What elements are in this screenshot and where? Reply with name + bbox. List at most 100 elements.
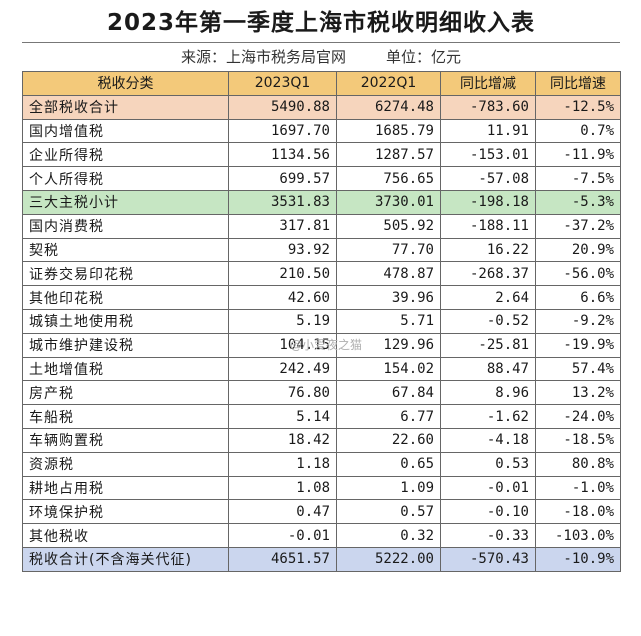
table-row: 车船税 5.14 6.77 -1.62 -24.0%	[22, 404, 621, 429]
table-row: 国内消费税 317.81 505.92 -188.11 -37.2%	[22, 213, 621, 239]
cell-2022q1: 5.71	[336, 308, 441, 334]
cell-2022q1: 77.70	[336, 237, 441, 263]
cell-rate: -10.9%	[535, 546, 621, 572]
cell-2023q1: 42.60	[228, 285, 337, 310]
cell-rate: -37.2%	[535, 213, 621, 239]
unit-label: 单位：亿元	[386, 48, 462, 66]
cell-2023q1: 0.47	[228, 499, 337, 525]
cell-2023q1: 104.15	[228, 332, 337, 358]
column-header-category: 税收分类	[22, 71, 229, 96]
cell-2022q1: 6274.48	[336, 94, 441, 120]
source-label: 来源：上海市税务局官网	[180, 48, 346, 66]
cell-tax-category: 车船税	[22, 404, 229, 429]
cell-change: -1.62	[440, 404, 536, 429]
cell-2023q1: 18.42	[228, 427, 337, 453]
cell-2023q1: 1.18	[228, 451, 337, 477]
cell-tax-category: 土地增值税	[22, 356, 229, 382]
cell-change: -268.37	[440, 261, 536, 287]
column-header-change: 同比增减	[440, 71, 536, 96]
cell-rate: -18.5%	[535, 427, 621, 453]
cell-rate: -12.5%	[535, 94, 621, 120]
cell-rate: -5.3%	[535, 189, 621, 215]
cell-change: -0.33	[440, 523, 536, 548]
cell-change: 88.47	[440, 356, 536, 382]
cell-tax-category: 车辆购置税	[22, 427, 229, 453]
table-row: 个人所得税 699.57 756.65 -57.08 -7.5%	[22, 166, 621, 191]
table-row: 三大主税小计 3531.83 3730.01 -198.18 -5.3%	[22, 189, 621, 215]
watermark-text: @小爱夜之猫	[290, 338, 363, 352]
cell-change: -25.81	[440, 332, 536, 358]
table-row: 契税 93.92 77.70 16.22 20.9%	[22, 237, 621, 263]
cell-2023q1: 3531.83	[228, 189, 337, 215]
cell-rate: 57.4%	[535, 356, 621, 382]
cell-2023q1: 5.19	[228, 308, 337, 334]
cell-2023q1: 4651.57	[228, 546, 337, 572]
cell-2023q1: 1697.70	[228, 118, 337, 144]
cell-tax-category: 其他印花税	[22, 285, 229, 310]
table-row: 房产税 76.80 67.84 8.96 13.2%	[22, 380, 621, 406]
table-row: 资源税 1.18 0.65 0.53 80.8%	[22, 451, 621, 477]
cell-tax-category: 三大主税小计	[22, 189, 229, 215]
cell-rate: -18.0%	[535, 499, 621, 525]
cell-2022q1: 1287.57	[336, 142, 441, 168]
cell-rate: -56.0%	[535, 261, 621, 287]
cell-tax-category: 环境保护税	[22, 499, 229, 525]
table-row: 国内增值税 1697.70 1685.79 11.91 0.7%	[22, 118, 621, 144]
table-row: 车辆购置税 18.42 22.60 -4.18 -18.5%	[22, 427, 621, 453]
cell-tax-category: 城市维护建设税	[22, 332, 229, 358]
cell-tax-category: 企业所得税	[22, 142, 229, 168]
table-row: 环境保护税 0.47 0.57 -0.10 -18.0%	[22, 499, 621, 525]
cell-2023q1: 1134.56	[228, 142, 337, 168]
tax-table: 税收分类 2023Q1 2022Q1 同比增减 同比增速 全部税收合计 5490.…	[22, 71, 621, 572]
cell-tax-category: 全部税收合计	[22, 94, 229, 120]
cell-2022q1: 505.92	[336, 213, 441, 239]
cell-2023q1: 699.57	[228, 166, 337, 191]
table-body: 全部税收合计 5490.88 6274.48 -783.60 -12.5% 国内增值税 16…	[22, 94, 621, 572]
cell-tax-category: 房产税	[22, 380, 229, 406]
table-row: 证券交易印花税 210.50 478.87 -268.37 -56.0%	[22, 261, 621, 287]
cell-2022q1: 5222.00	[336, 546, 441, 572]
cell-tax-category: 证券交易印花税	[22, 261, 229, 287]
table-row: 税收合计(不含海关代征) 4651.57 5222.00 -570.43 -10.9%	[22, 546, 621, 572]
cell-2023q1: -0.01	[228, 523, 337, 548]
cell-rate: -1.0%	[535, 475, 621, 501]
cell-change: -198.18	[440, 189, 536, 215]
cell-rate: 20.9%	[535, 237, 621, 263]
table-row: 其他印花税 42.60 39.96 2.64 6.6%	[22, 285, 621, 310]
column-header-rate: 同比增速	[535, 71, 621, 96]
cell-change: -4.18	[440, 427, 536, 453]
cell-tax-category: 契税	[22, 237, 229, 263]
cell-change: -0.01	[440, 475, 536, 501]
cell-change: -188.11	[440, 213, 536, 239]
cell-2023q1: 5.14	[228, 404, 337, 429]
column-header-2023q1: 2023Q1	[228, 71, 337, 96]
cell-tax-category: 国内消费税	[22, 213, 229, 239]
cell-rate: -11.9%	[535, 142, 621, 168]
report-title: 2023年第一季度上海市税收明细收入表	[106, 10, 535, 36]
cell-2022q1: 39.96	[336, 285, 441, 310]
cell-2022q1: 3730.01	[336, 189, 441, 215]
cell-2022q1: 154.02	[336, 356, 441, 382]
table-row: 城市维护建设税 104.15 129.96 -25.81 -19.9%	[22, 332, 621, 358]
cell-2022q1: 756.65	[336, 166, 441, 191]
cell-change: -0.52	[440, 308, 536, 334]
cell-rate: 6.6%	[535, 285, 621, 310]
cell-rate: -7.5%	[535, 166, 621, 191]
cell-rate: -103.0%	[535, 523, 621, 548]
cell-tax-category: 税收合计(不含海关代征)	[22, 546, 229, 572]
cell-2023q1: 242.49	[228, 356, 337, 382]
cell-rate: 80.8%	[535, 451, 621, 477]
cell-change: 8.96	[440, 380, 536, 406]
cell-2023q1: 210.50	[228, 261, 337, 287]
cell-rate: 13.2%	[535, 380, 621, 406]
cell-change: 11.91	[440, 118, 536, 144]
cell-tax-category: 城镇土地使用税	[22, 308, 229, 334]
cell-2023q1: 5490.88	[228, 94, 337, 120]
cell-change: -0.10	[440, 499, 536, 525]
table-header-row: 税收分类 2023Q1 2022Q1 同比增减 同比增速	[22, 71, 621, 96]
cell-change: 2.64	[440, 285, 536, 310]
cell-rate: -24.0%	[535, 404, 621, 429]
table-row: 土地增值税 242.49 154.02 88.47 57.4%	[22, 356, 621, 382]
cell-change: -570.43	[440, 546, 536, 572]
cell-tax-category: 个人所得税	[22, 166, 229, 191]
